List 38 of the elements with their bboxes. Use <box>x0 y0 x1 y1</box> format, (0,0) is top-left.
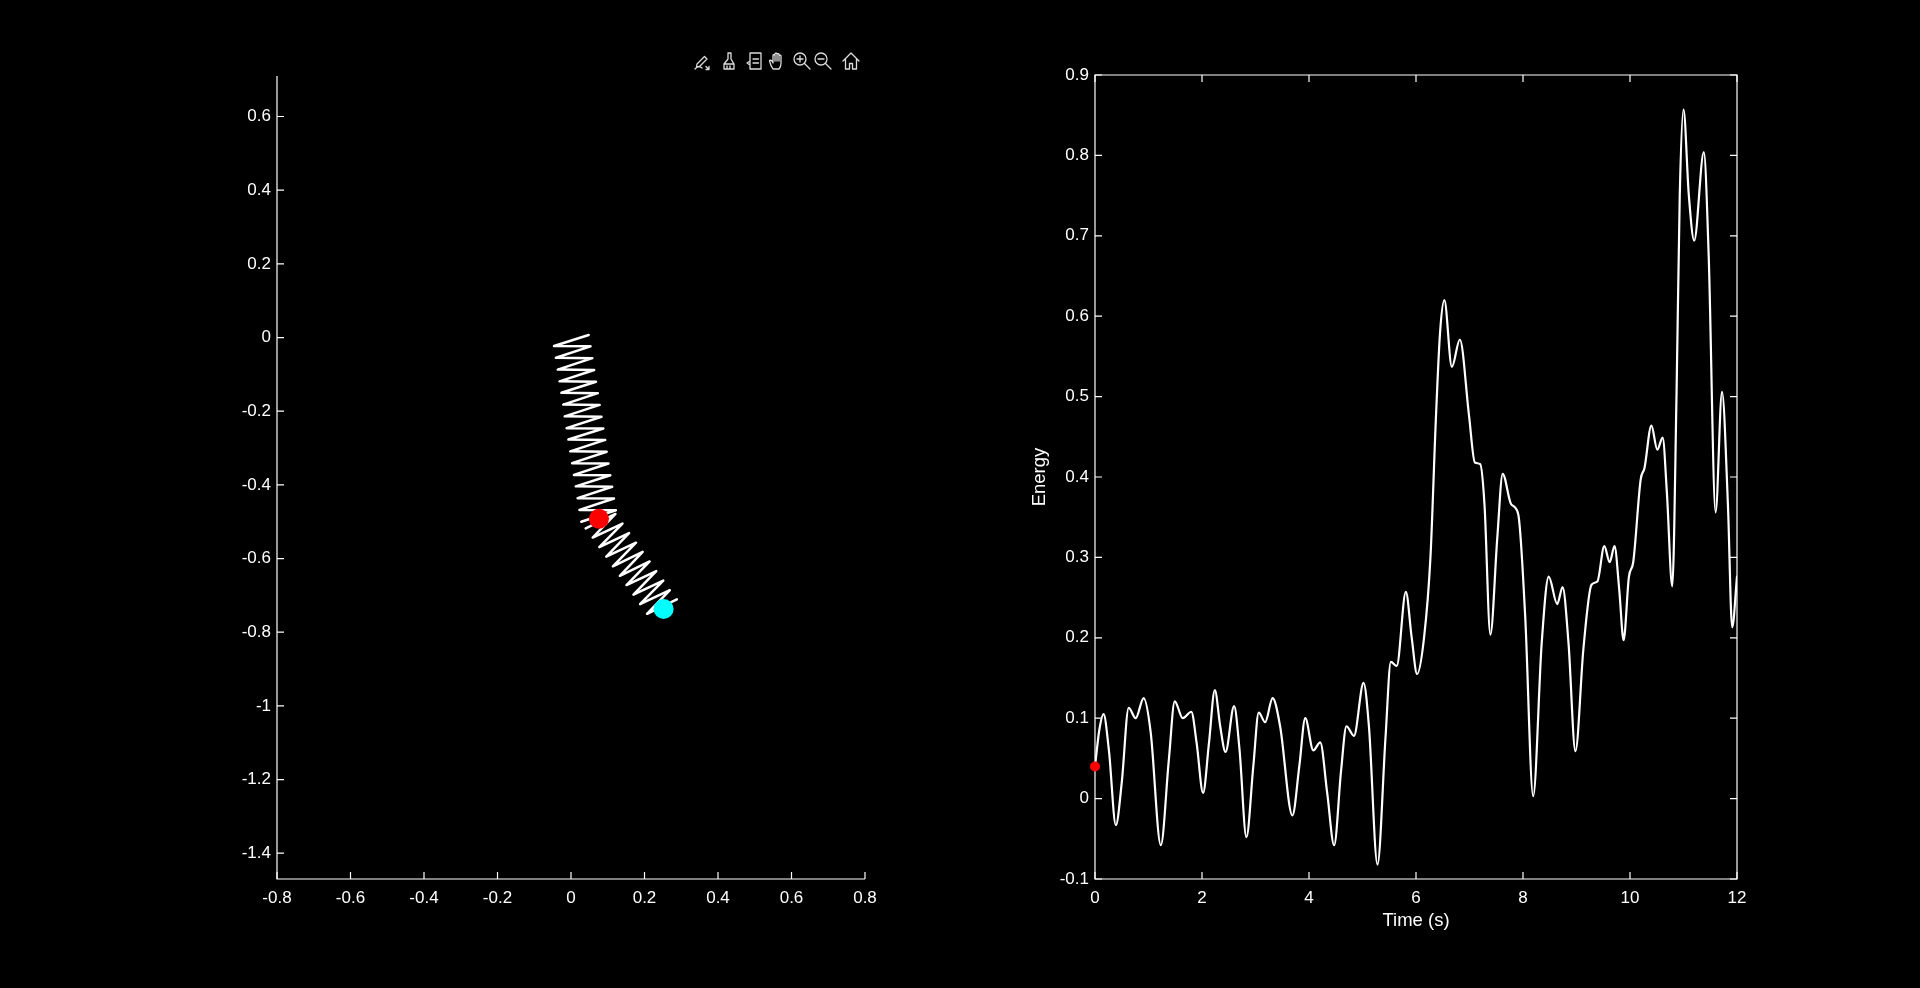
y-tick-label: 0.9 <box>1065 64 1089 84</box>
x-tick-label: 0.4 <box>706 887 730 907</box>
x-tick-label: 6 <box>1411 887 1421 907</box>
x-axis-title: Time (s) <box>1382 908 1450 930</box>
y-tick-label: 0 <box>261 327 271 347</box>
x-tick-label: 0.8 <box>853 887 877 907</box>
x-tick-label: -0.6 <box>335 887 366 907</box>
y-tick-label: 0.8 <box>1065 145 1089 165</box>
x-tick-label: -0.2 <box>482 887 513 907</box>
y-tick-label: -1.4 <box>241 842 271 862</box>
y-tick-label: 0.2 <box>1065 627 1089 647</box>
y-tick-label: -1.2 <box>241 769 271 789</box>
y-tick-label: 0.4 <box>1065 466 1089 486</box>
y-tick-label: 0.7 <box>1065 225 1089 245</box>
y-tick-label: -0.1 <box>1059 868 1089 888</box>
y-tick-label: -0.4 <box>241 474 271 494</box>
x-tick-label: 8 <box>1518 887 1528 907</box>
y-tick-label: 0.3 <box>1065 547 1089 567</box>
x-tick-label: 2 <box>1197 887 1207 907</box>
y-tick-label: 0.1 <box>1065 707 1089 727</box>
y-tick-label: 0.6 <box>1065 305 1089 325</box>
x-tick-label: 12 <box>1727 887 1747 907</box>
y-tick-label: 0.5 <box>1065 386 1089 406</box>
y-tick-label: -1 <box>255 695 271 715</box>
y-axis-title: Energy <box>1028 446 1050 507</box>
y-tick-label: -0.2 <box>241 400 271 420</box>
x-tick-label: 10 <box>1620 887 1640 907</box>
y-tick-label: 0.2 <box>247 253 271 273</box>
y-tick-label: -0.6 <box>241 548 271 568</box>
y-tick-label: 0 <box>1079 788 1089 808</box>
x-tick-label: 0.2 <box>632 887 657 907</box>
x-tick-label: 0.6 <box>779 887 804 907</box>
y-tick-label: -0.8 <box>241 621 271 641</box>
y-tick-label: 0.6 <box>247 106 271 126</box>
x-tick-label: 0 <box>566 887 576 907</box>
x-tick-label: -0.4 <box>409 887 439 907</box>
x-tick-label: 4 <box>1304 887 1314 907</box>
y-tick-label: 0.4 <box>247 179 271 199</box>
